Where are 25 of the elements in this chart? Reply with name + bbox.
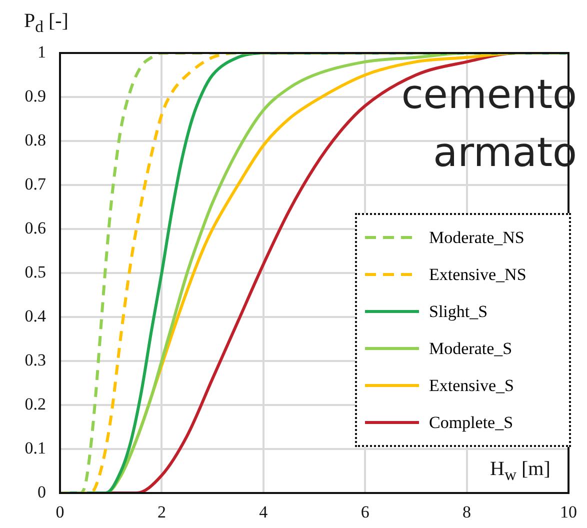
x-axis-title: H$_{w}$ [m]	[490, 458, 550, 485]
y-tick-label: 0.3	[24, 350, 46, 370]
y-tick-label: 1	[38, 42, 46, 62]
y-tick-label: 0.6	[24, 218, 46, 238]
legend-label: Extensive_NS	[429, 264, 526, 284]
y-tick-label: 0.9	[24, 86, 46, 106]
legend-label: Moderate_NS	[429, 228, 524, 248]
x-tick-label: 0	[56, 502, 64, 522]
x-tick-label: 6	[360, 502, 370, 522]
y-tick-label: 0	[38, 482, 46, 502]
y-axis-title: P$_{d}$ [-]	[24, 10, 68, 37]
y-tick-label: 0.7	[24, 174, 46, 194]
x-tick-label: 4	[259, 502, 268, 522]
y-tick-label: 0.4	[24, 306, 46, 326]
legend-label: Extensive_S	[429, 376, 514, 396]
legend-label: Moderate_S	[429, 338, 512, 358]
legend-label: Complete_S	[429, 412, 514, 432]
y-tick-label: 0.1	[24, 438, 46, 458]
x-tick-label: 10	[560, 502, 577, 522]
x-tick-label: 8	[462, 502, 472, 522]
y-tick-label: 0.5	[24, 262, 46, 282]
y-tick-label: 0.8	[24, 130, 46, 150]
legend-label: Slight_S	[429, 302, 488, 322]
y-tick-label: 0.2	[24, 394, 46, 414]
x-tick-label: 2	[157, 502, 166, 522]
